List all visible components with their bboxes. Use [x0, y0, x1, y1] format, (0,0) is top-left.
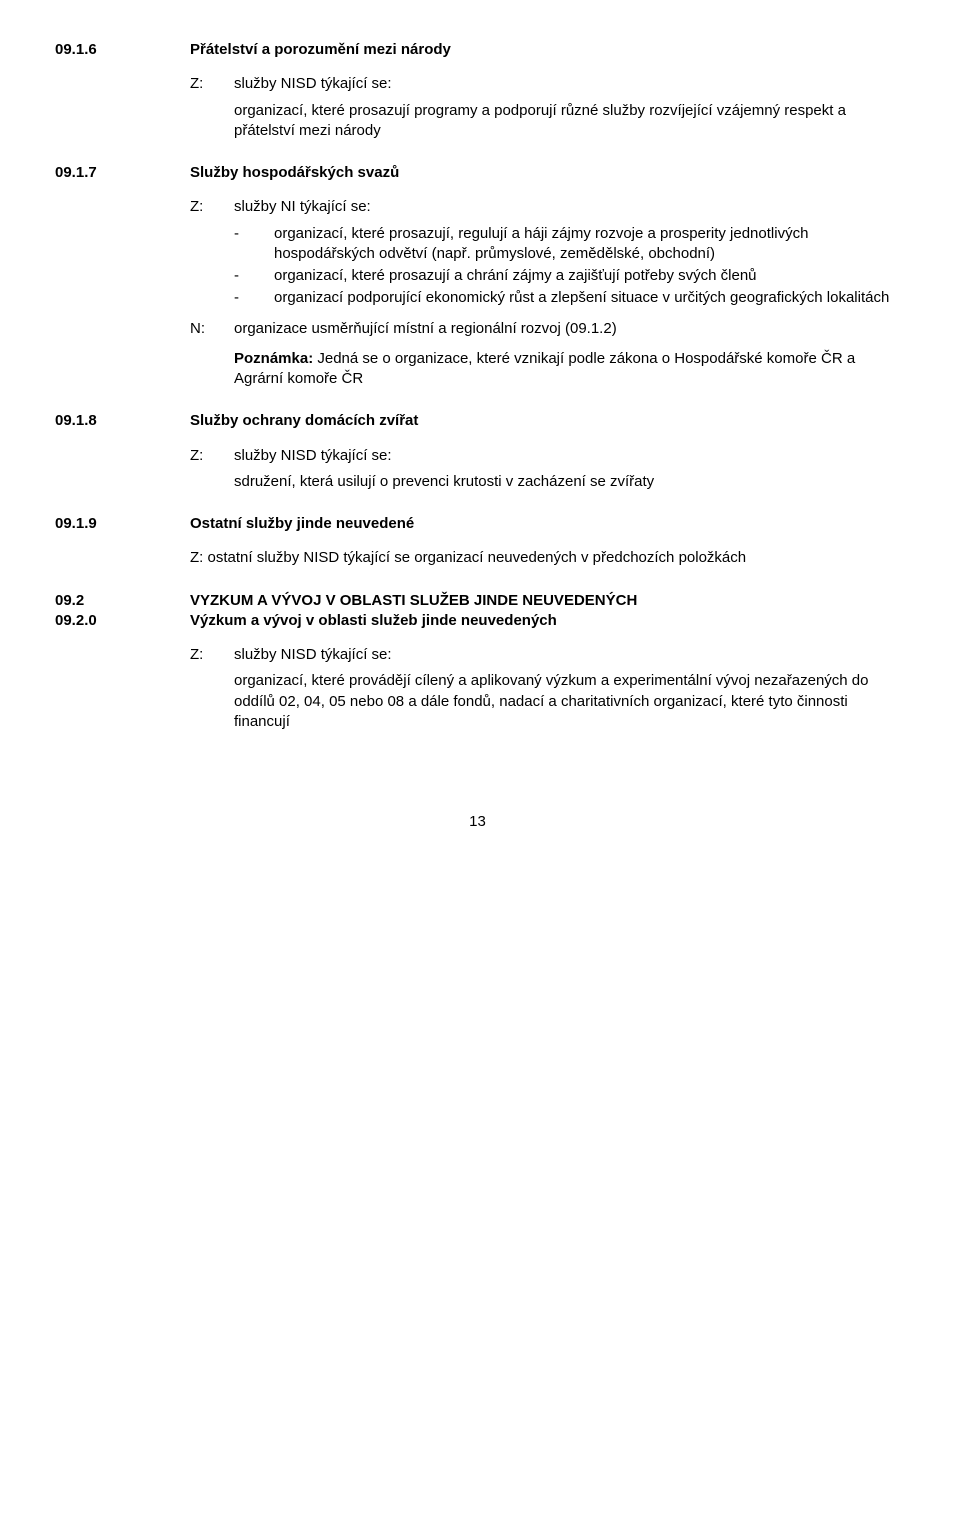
body-text: sdružení, která usilují o prevenci kruto…	[234, 472, 900, 492]
section-title: VYZKUM A VÝVOJ V OBLASTI SLUŽEB JINDE NE…	[190, 591, 637, 611]
bullet-list: - organizací, které prosazují, regulují …	[234, 224, 900, 309]
section-0917: 09.1.7 Služby hospodářských svazů Z: slu…	[55, 163, 900, 389]
bullet-text: organizací, které prosazují, regulují a …	[274, 224, 900, 265]
z-label: Z:	[190, 645, 234, 665]
note-prefix: Poznámka:	[234, 350, 313, 367]
heading-row: 09.1.8 Služby ochrany domácích zvířat	[55, 411, 900, 431]
bullet-item: - organizací, které prosazují a chrání z…	[234, 266, 900, 286]
n-row: N: organizace usměrňující místní a regio…	[55, 319, 900, 339]
z-text: služby NISD týkající se:	[234, 74, 900, 94]
section-title: Služby ochrany domácích zvířat	[190, 411, 418, 431]
bullet-text: organizací, které prosazují a chrání záj…	[274, 266, 900, 286]
section-number: 09.1.9	[55, 514, 190, 534]
section-0918: 09.1.8 Služby ochrany domácích zvířat Z:…	[55, 411, 900, 492]
z-row: Z: služby NI týkající se:	[55, 197, 900, 217]
bullet-item: - organizací podporující ekonomický růst…	[234, 288, 900, 308]
z-inline: Z: ostatní služby NISD týkající se organ…	[190, 548, 900, 568]
z-row: Z: služby NISD týkající se:	[55, 446, 900, 466]
heading-row: 09.1.6 Přátelství a porozumění mezi náro…	[55, 40, 900, 60]
z-row: Z: služby NISD týkající se:	[55, 645, 900, 665]
bullet-item: - organizací, které prosazují, regulují …	[234, 224, 900, 265]
note-text: Jedná se o organizace, které vznikají po…	[234, 350, 855, 387]
section-092: 09.2 VYZKUM A VÝVOJ V OBLASTI SLUŽEB JIN…	[55, 591, 900, 733]
n-label: N:	[190, 319, 234, 339]
section-title: Výzkum a vývoj v oblasti služeb jinde ne…	[190, 611, 557, 631]
heading-row: 09.1.7 Služby hospodářských svazů	[55, 163, 900, 183]
section-0919: 09.1.9 Ostatní služby jinde neuvedené Z:…	[55, 514, 900, 569]
note-block: Poznámka: Jedná se o organizace, které v…	[234, 349, 900, 390]
section-number: 09.1.7	[55, 163, 190, 183]
section-number: 09.1.8	[55, 411, 190, 431]
heading-row-2: 09.2.0 Výzkum a vývoj v oblasti služeb j…	[55, 611, 900, 631]
section-title: Ostatní služby jinde neuvedené	[190, 514, 414, 534]
bullet-dash: -	[234, 266, 274, 286]
bullet-text: organizací podporující ekonomický růst a…	[274, 288, 900, 308]
z-label: Z:	[190, 446, 234, 466]
page-number: 13	[55, 812, 900, 832]
bullet-dash: -	[234, 224, 274, 265]
section-title: Přátelství a porozumění mezi národy	[190, 40, 451, 60]
section-number: 09.2	[55, 591, 190, 611]
section-0916: 09.1.6 Přátelství a porozumění mezi náro…	[55, 40, 900, 141]
double-heading: 09.2 VYZKUM A VÝVOJ V OBLASTI SLUŽEB JIN…	[55, 591, 900, 632]
z-row: Z: služby NISD týkající se:	[55, 74, 900, 94]
z-text: služby NISD týkající se:	[234, 446, 900, 466]
section-title: Služby hospodářských svazů	[190, 163, 399, 183]
z-label: Z:	[190, 197, 234, 217]
heading-row: 09.1.9 Ostatní služby jinde neuvedené	[55, 514, 900, 534]
bullet-dash: -	[234, 288, 274, 308]
z-text: služby NI týkající se:	[234, 197, 900, 217]
z-text: služby NISD týkající se:	[234, 645, 900, 665]
z-label: Z:	[190, 74, 234, 94]
section-number: 09.2.0	[55, 611, 190, 631]
body-text: organizací, které prosazují programy a p…	[234, 101, 900, 142]
body-text: organizací, které provádějí cílený a apl…	[234, 671, 900, 732]
heading-row-1: 09.2 VYZKUM A VÝVOJ V OBLASTI SLUŽEB JIN…	[55, 591, 900, 611]
section-number: 09.1.6	[55, 40, 190, 60]
n-text: organizace usměrňující místní a regionál…	[234, 319, 900, 339]
